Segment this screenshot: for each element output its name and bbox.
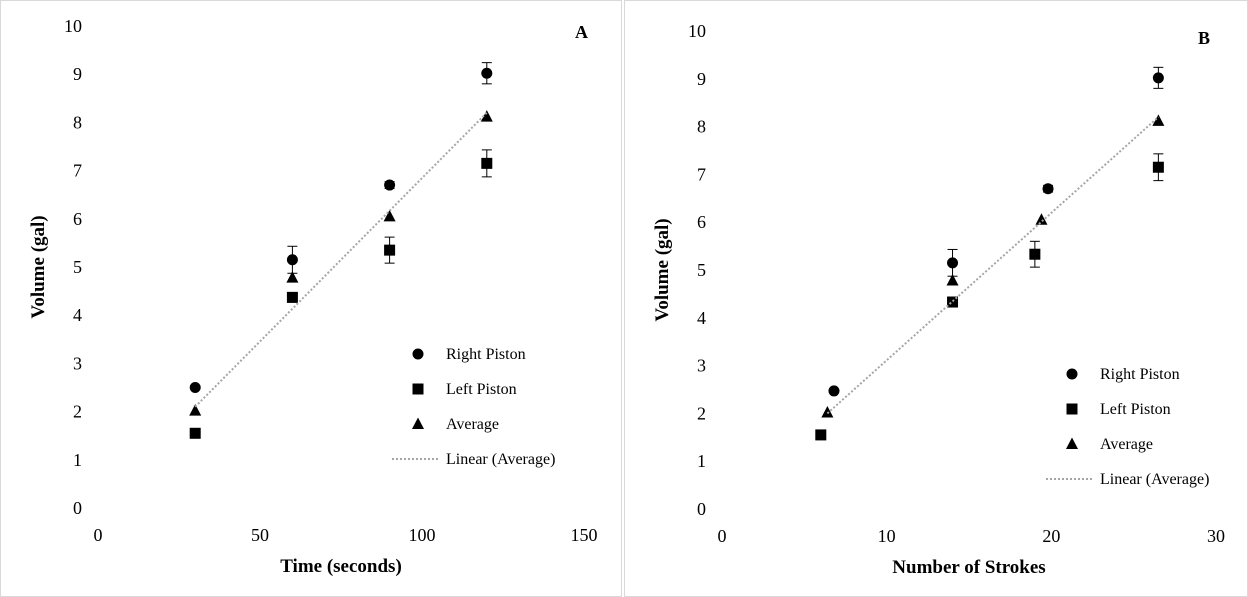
- data-point: [1152, 72, 1164, 84]
- x-tick-label: 100: [409, 525, 436, 545]
- data-point: [947, 257, 959, 269]
- y-tick-label: 5: [697, 260, 706, 280]
- y-tick-label: 8: [73, 112, 82, 132]
- data-point: [481, 67, 493, 79]
- panel-border: [0, 0, 622, 597]
- data-point: [286, 254, 298, 266]
- series-average: [189, 110, 493, 416]
- legend-swatch: [412, 348, 424, 360]
- legend: Right Piston Left Piston Average Linear (Av…: [392, 346, 555, 468]
- y-tick-label: 3: [73, 353, 82, 373]
- legend-swatch: [412, 417, 424, 429]
- series-right-piston: [828, 66, 1164, 397]
- y-tick-label: 9: [697, 69, 706, 89]
- legend-swatch: [1066, 437, 1078, 449]
- y-tick-label: 10: [64, 16, 82, 36]
- y-tick-label: 7: [73, 161, 82, 181]
- data-point: [815, 429, 827, 441]
- data-point: [481, 157, 493, 169]
- x-axis-label: Time (seconds): [280, 556, 402, 577]
- legend-label: Linear (Average): [446, 451, 555, 468]
- legend-swatch: [412, 383, 424, 395]
- y-tick-label: 10: [688, 21, 706, 41]
- y-tick-label: 0: [73, 498, 82, 518]
- y-tick-label: 6: [73, 209, 82, 229]
- data-point: [189, 382, 201, 393]
- x-tick-label: 30: [1207, 526, 1225, 546]
- y-tick-label: 8: [697, 117, 706, 137]
- panel-label: A: [575, 22, 588, 42]
- data-point: [828, 385, 840, 397]
- y-tick-label: 5: [73, 257, 82, 277]
- data-point: [384, 179, 396, 191]
- x-tick-label: 150: [571, 525, 598, 545]
- legend-label: Right Piston: [446, 346, 526, 363]
- series-linear-average: [194, 112, 488, 408]
- y-tick-label: 7: [697, 164, 706, 184]
- legend-label: Right Piston: [1100, 366, 1180, 383]
- x-tick-label: 10: [878, 526, 896, 546]
- y-axis-label: Volume (gal): [28, 215, 49, 318]
- y-tick-label: 2: [73, 402, 82, 422]
- data-point: [1042, 183, 1054, 195]
- x-tick-label: 20: [1042, 526, 1060, 546]
- chart-panel-a: 0 1 2 3 4 5 6 7 8 9 10 0 50 100 150 Time (seconds) Volum…: [0, 0, 622, 597]
- y-tick-label: 4: [697, 308, 706, 328]
- legend-label: Left Piston: [446, 381, 517, 398]
- y-tick-label: 9: [73, 64, 82, 84]
- trendline: [194, 112, 488, 408]
- legend-label: Left Piston: [1100, 401, 1171, 418]
- data-point: [1035, 213, 1048, 225]
- legend-swatch: [1066, 368, 1078, 380]
- y-axis-label: Volume (gal): [652, 218, 673, 321]
- panel-border: [624, 0, 1248, 597]
- y-tick-label: 6: [697, 212, 706, 232]
- x-axis-label: Number of Strokes: [892, 557, 1045, 578]
- series-average: [821, 114, 1165, 418]
- data-point: [383, 209, 396, 222]
- data-point: [286, 271, 299, 283]
- legend: Right Piston Left Piston Average Linear (Av…: [1046, 366, 1209, 488]
- series-right-piston: [189, 62, 493, 393]
- data-point: [1152, 161, 1164, 173]
- x-tick-label: 50: [251, 525, 269, 545]
- data-point: [189, 404, 202, 416]
- data-point: [286, 291, 298, 303]
- x-tick-label: 0: [718, 526, 727, 546]
- y-tick-label: 1: [697, 451, 706, 471]
- data-point: [480, 110, 493, 122]
- x-tick-label: 0: [94, 525, 103, 545]
- legend-label: Average: [1100, 436, 1153, 453]
- series-left-piston: [189, 149, 493, 439]
- data-point: [947, 296, 959, 308]
- y-tick-label: 1: [73, 450, 82, 470]
- data-point: [1029, 248, 1041, 260]
- legend-swatch: [1066, 403, 1078, 415]
- data-point: [821, 405, 834, 418]
- data-point: [189, 427, 201, 439]
- y-tick-label: 4: [73, 305, 82, 325]
- y-tick-label: 2: [697, 403, 706, 423]
- y-tick-label: 0: [697, 499, 706, 519]
- y-tick-label: 3: [697, 356, 706, 376]
- legend-label: Average: [446, 416, 499, 433]
- data-point: [1152, 114, 1165, 126]
- chart-panel-b: 0 1 2 3 4 5 6 7 8 9 10 0 10 20 30 Number of Strokes Volu…: [624, 0, 1248, 597]
- chart-svg: 0 1 2 3 4 5 6 7 8 9 10 0 10 20 30 Number of Strokes Volu…: [624, 0, 1248, 597]
- data-point: [946, 274, 959, 286]
- panel-label: B: [1198, 28, 1210, 48]
- data-point: [384, 244, 396, 256]
- legend-label: Linear (Average): [1100, 471, 1209, 488]
- series-left-piston: [815, 153, 1164, 441]
